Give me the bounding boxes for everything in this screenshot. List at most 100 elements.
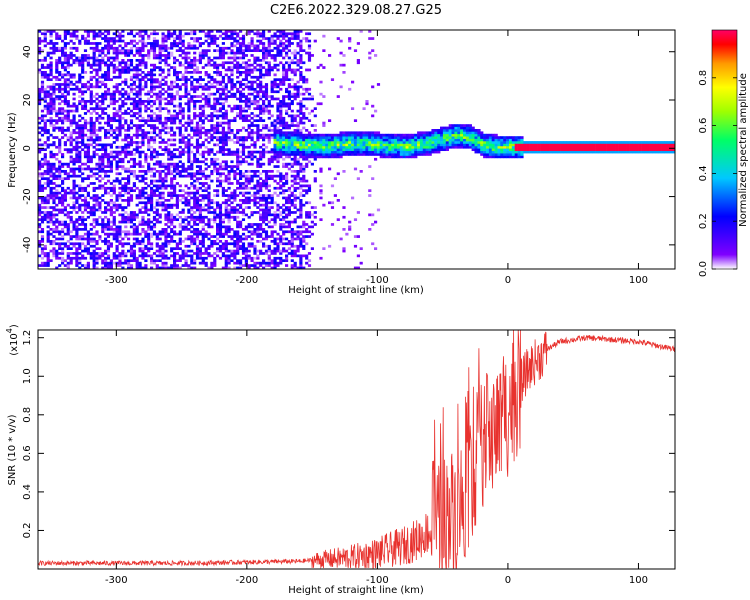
heatmap-cell [233,199,237,202]
heatmap-cell [155,95,159,98]
heatmap-cell [187,97,191,101]
heatmap-cell [207,87,211,91]
heatmap-cell [109,186,113,190]
heatmap-cell [118,220,122,224]
heatmap-cell [72,191,76,195]
heatmap-cell [81,141,85,144]
heatmap-cell [63,143,67,147]
heatmap-cell [201,218,205,222]
heatmap-cell [173,109,177,113]
heatmap-cell [287,242,291,246]
heatmap-cell [279,133,283,137]
heatmap-cell [218,218,223,222]
heatmap-cell [155,116,159,120]
heatmap-cell [92,145,96,149]
heatmap-cell [213,215,217,219]
heatmap-cell [46,131,50,135]
heatmap-cell [170,153,174,156]
heatmap-cell [155,126,159,130]
heatmap-cell [259,109,263,113]
heatmap-cell [155,92,159,96]
heatmap-cell [69,87,73,91]
heatmap-cell [141,138,145,142]
heatmap-cell [69,150,73,154]
heatmap-cell [170,97,174,101]
heatmap-cell [112,261,116,265]
heatmap-cell [239,114,243,118]
heatmap-cell [40,215,45,219]
heatmap-cell [175,85,179,89]
heatmap-cell [273,165,277,168]
heatmap-cell [213,235,217,238]
heatmap-cell [147,220,151,224]
heatmap-cell [236,112,240,115]
heatmap-cell [204,208,208,212]
heatmap-cell [69,34,73,38]
heatmap-cell [104,121,108,125]
heatmap-cell [178,174,182,178]
heatmap-cell [124,182,128,185]
heatmap-cell [132,124,136,127]
heatmap-cell [124,254,128,258]
heatmap-cell [178,230,182,234]
heatmap-cell [81,66,85,69]
heatmap-cell [279,124,283,127]
heatmap-cell [58,148,62,152]
heatmap-cell [216,215,220,219]
heatmap-cell [129,211,134,214]
heatmap-cell [262,196,266,200]
heatmap-cell [106,160,111,164]
heatmap-cell [207,104,211,108]
heatmap-cell [135,78,139,82]
heatmap-cell [279,44,283,48]
heatmap-cell [267,133,271,137]
heatmap-cell [75,157,79,161]
heatmap-cell [46,206,50,209]
heatmap-cell [81,107,85,111]
heatmap-cell [181,83,185,86]
heatmap-cell [241,100,246,103]
heatmap-cell [293,249,297,253]
heatmap-cell [43,141,47,144]
heatmap-cell [198,208,202,212]
heatmap-cell [221,266,225,269]
heatmap-cell [127,49,131,53]
heatmap-cell [187,104,191,108]
heatmap-cell [187,100,191,103]
heatmap-cell [161,165,165,168]
heatmap-cell [92,172,96,176]
heatmap-cell [92,131,96,135]
heatmap-cell [236,220,240,224]
heatmap-cell [78,242,82,246]
heatmap-cell [167,73,171,77]
heatmap-cell [81,254,85,258]
heatmap-cell [147,54,151,57]
heatmap-cell [273,124,277,127]
heatmap-cell [262,109,266,113]
heatmap-cell [178,138,182,142]
heatmap-cell [241,182,246,185]
heatmap-cell [109,194,113,197]
heatmap-cell [250,121,254,125]
heatmap-cell [40,126,45,130]
heatmap-cell [198,83,202,86]
heatmap-cell [152,126,157,130]
heatmap-cell [276,83,280,86]
heatmap-cell [227,259,231,263]
heatmap-cell [187,63,191,67]
heatmap-cell [92,259,96,263]
heatmap-cell [72,157,76,161]
heatmap-cell [227,261,231,265]
heatmap-cell [282,218,286,222]
heatmap-cell [273,97,277,101]
heatmap-cell [152,78,157,82]
heatmap-cell [187,208,191,212]
heatmap-cell [158,107,162,111]
heatmap-cell [86,87,90,91]
heatmap-cell [109,201,113,205]
heatmap-cell [129,186,134,190]
heatmap-cell [262,54,266,57]
heatmap-cell [49,68,53,72]
heatmap-cell [293,194,297,197]
heatmap-cell [106,51,111,55]
